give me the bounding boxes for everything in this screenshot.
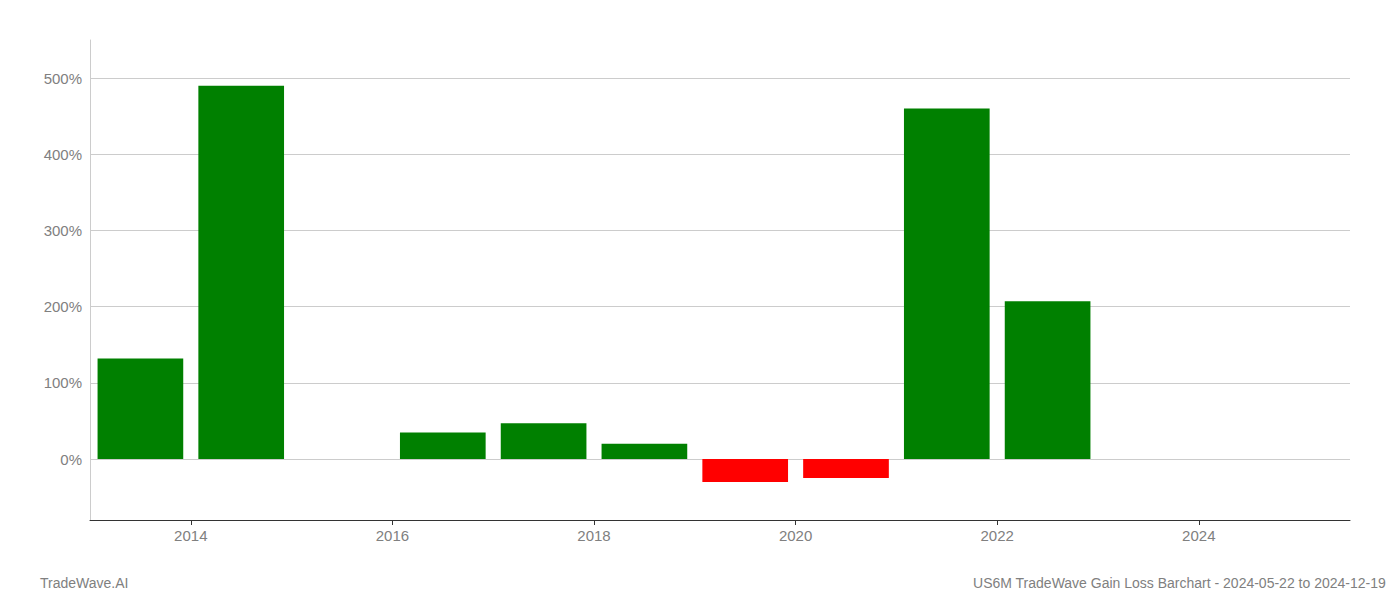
svg-text:200%: 200% [44, 298, 82, 315]
svg-text:300%: 300% [44, 222, 82, 239]
svg-text:2024: 2024 [1182, 527, 1215, 544]
svg-text:100%: 100% [44, 374, 82, 391]
svg-text:US6M TradeWave Gain Loss Barch: US6M TradeWave Gain Loss Barchart - 2024… [973, 575, 1386, 591]
svg-text:2018: 2018 [577, 527, 610, 544]
svg-text:500%: 500% [44, 70, 82, 87]
svg-text:TradeWave.AI: TradeWave.AI [40, 575, 128, 591]
svg-text:2020: 2020 [779, 527, 812, 544]
svg-text:2016: 2016 [376, 527, 409, 544]
svg-text:2022: 2022 [981, 527, 1014, 544]
svg-text:2014: 2014 [174, 527, 207, 544]
svg-text:400%: 400% [44, 146, 82, 163]
svg-text:0%: 0% [60, 451, 82, 468]
